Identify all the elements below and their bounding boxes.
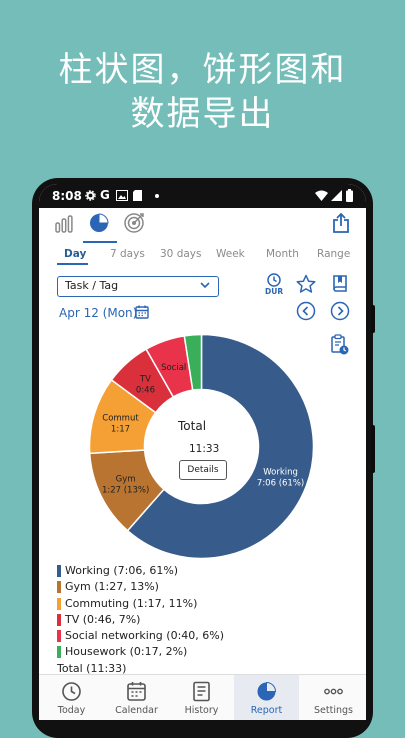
- duration-label: DUR: [265, 287, 284, 296]
- legend: Working (7:06, 61%) Gym (1:27, 13%) Comm…: [57, 564, 224, 675]
- slice-label: 1:17: [111, 425, 130, 435]
- nav-today[interactable]: Today: [39, 675, 104, 720]
- tab-range[interactable]: Range: [317, 248, 351, 260]
- tab-30-days[interactable]: 30 days: [160, 248, 202, 260]
- calendar-icon[interactable]: [135, 305, 149, 319]
- nav-settings[interactable]: Settings: [301, 675, 366, 720]
- photo-icon: [116, 190, 128, 201]
- sim-icon: [133, 190, 142, 201]
- dot-icon: [155, 194, 159, 198]
- pie-chart-icon: [257, 681, 277, 701]
- details-button[interactable]: Details: [179, 460, 227, 480]
- slice-label: TV: [139, 374, 151, 384]
- nav-history-label: History: [184, 705, 219, 716]
- battery-icon: [346, 189, 353, 202]
- nav-history[interactable]: History: [169, 675, 234, 720]
- bottom-navigation: Today Calendar History Report Settings: [39, 674, 366, 720]
- legend-item: Housework (0:17, 2%): [57, 645, 224, 661]
- more-icon: [324, 688, 343, 695]
- chart-center-title: Total: [178, 419, 207, 433]
- legend-swatch: [57, 646, 61, 659]
- status-time: 8:08: [52, 189, 82, 203]
- nav-today-label: Today: [57, 705, 86, 716]
- slice-label: Gym: [116, 475, 136, 485]
- signal-icon: [331, 190, 342, 201]
- star-icon[interactable]: [296, 274, 316, 294]
- nav-calendar-label: Calendar: [115, 705, 158, 716]
- legend-item: Social networking (0:40, 6%): [57, 629, 224, 645]
- slice-label: 0:46: [136, 385, 155, 395]
- duration-sort-button[interactable]: DUR: [264, 273, 284, 299]
- wifi-icon: [315, 190, 328, 201]
- donut-slice[interactable]: [183, 334, 203, 392]
- next-day-button[interactable]: [330, 301, 350, 321]
- history-icon: [193, 681, 210, 702]
- current-date[interactable]: Apr 12 (Mon): [59, 306, 138, 320]
- nav-report[interactable]: Report: [234, 675, 299, 720]
- slice-label: Working: [263, 467, 298, 477]
- legend-item: Working (7:06, 61%): [57, 564, 224, 580]
- share-icon[interactable]: [332, 212, 350, 234]
- tab-day[interactable]: Day: [64, 248, 87, 260]
- clock-icon: [62, 682, 81, 701]
- nav-calendar[interactable]: Calendar: [104, 675, 169, 720]
- slice-label: 1:27 (13%): [102, 486, 149, 496]
- status-bar: 8:08 G: [39, 184, 366, 208]
- donut-slice[interactable]: [126, 334, 314, 559]
- legend-item: Gym (1:27, 13%): [57, 580, 224, 596]
- group-by-value: Task / Tag: [65, 279, 119, 292]
- legend-label: Housework (0:17, 2%): [65, 645, 188, 659]
- google-icon: G: [100, 188, 110, 202]
- tab-month[interactable]: Month: [266, 248, 299, 260]
- legend-swatch: [57, 613, 61, 626]
- tab-7-days[interactable]: 7 days: [110, 248, 145, 260]
- legend-swatch: [57, 630, 61, 643]
- legend-label: Working (7:06, 61%): [65, 564, 179, 577]
- chevron-down-icon: [200, 282, 210, 289]
- donut-hole: [145, 390, 258, 503]
- legend-item: TV (0:46, 7%): [57, 613, 224, 629]
- legend-label: Commuting (1:17, 11%): [65, 596, 198, 610]
- volume-button: [371, 425, 375, 473]
- chart-center-value: 11:33: [189, 443, 220, 455]
- previous-day-button[interactable]: [296, 301, 316, 321]
- legend-swatch: [57, 565, 61, 577]
- group-by-select[interactable]: Task / Tag: [57, 276, 219, 297]
- legend-swatch: [57, 597, 61, 610]
- chart-type-indicator: [83, 241, 117, 243]
- gear-icon: [85, 190, 96, 201]
- pie-chart-icon[interactable]: [88, 212, 110, 234]
- calendar-icon: [127, 682, 146, 701]
- app-screen: 8:08 G Day 7 days 30 days Week Month Ran…: [39, 184, 366, 720]
- legend-label: Social networking (0:40, 6%): [65, 629, 225, 643]
- slice-label: 7:06 (61%): [257, 478, 304, 488]
- bar-chart-icon[interactable]: [54, 214, 74, 234]
- book-icon[interactable]: [332, 274, 350, 294]
- legend-label: Gym (1:27, 13%): [65, 580, 159, 594]
- slice-label: Social: [161, 363, 186, 373]
- nav-settings-label: Settings: [314, 705, 353, 716]
- legend-swatch: [57, 581, 61, 594]
- legend-item: Commuting (1:17, 11%): [57, 597, 224, 613]
- nav-report-label: Report: [250, 705, 283, 716]
- timer-icon: [267, 273, 281, 287]
- period-tabs: Day 7 days 30 days Week Month Range: [39, 246, 366, 268]
- headline-line-2: 数据导出: [130, 94, 275, 134]
- tab-week[interactable]: Week: [216, 248, 245, 260]
- legend-label: TV (0:46, 7%): [65, 612, 141, 626]
- tab-day-underline: [57, 263, 88, 265]
- target-icon[interactable]: [123, 212, 145, 234]
- clipboard-clock-icon[interactable]: [330, 334, 350, 356]
- headline-line-1: 柱状图，饼形图和: [58, 50, 347, 90]
- power-button: [371, 305, 375, 333]
- slice-label: Commut: [102, 414, 139, 424]
- toolbar: [39, 208, 366, 248]
- legend-total: Total (11:33): [57, 661, 127, 675]
